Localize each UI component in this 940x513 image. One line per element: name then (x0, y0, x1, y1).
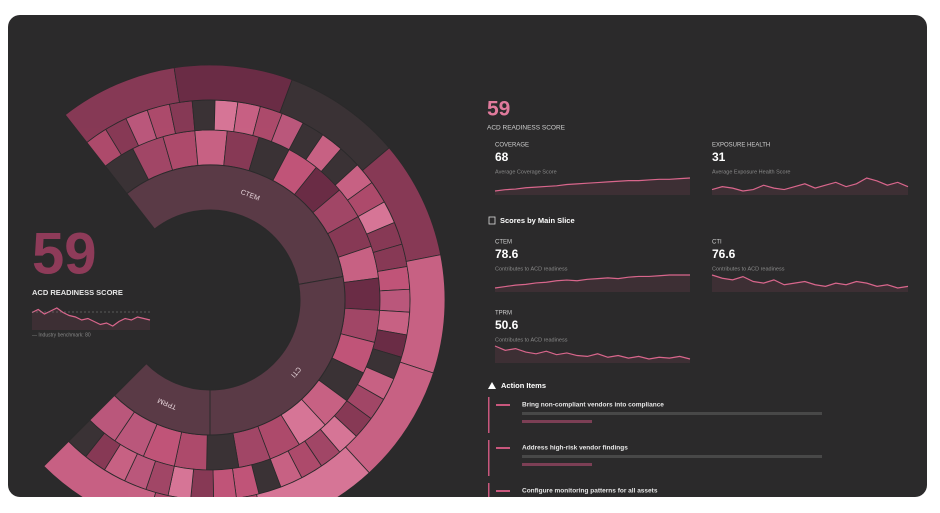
section-heading: Action Items (501, 381, 546, 390)
action-border (488, 483, 490, 497)
card-sparkline (711, 177, 909, 192)
sunburst-segment (43, 440, 157, 497)
card-label: TPRM (495, 311, 512, 317)
sunburst-segment (379, 288, 411, 313)
sunburst-segment (256, 446, 370, 497)
summary-label: ACD READINESS SCORE (487, 125, 566, 132)
action-link (522, 420, 592, 423)
action-dash (496, 404, 510, 406)
action-dash (496, 447, 510, 449)
card-sparkline-area (495, 178, 690, 195)
action-dash (496, 490, 510, 492)
card-value: 78.6 (495, 247, 519, 261)
card-caption: Average Coverage Score (495, 169, 557, 175)
action-desc (522, 455, 822, 458)
content: 59 ACD READINESS SCORE — Industry benchmar… (31, 98, 909, 509)
card-label: COVERAGE (495, 143, 529, 149)
action-title: Configure monitoring patterns for all as… (522, 488, 658, 495)
score-label: ACD READINESS SCORE (32, 288, 123, 297)
action-title: Address high-risk vendor findings (522, 445, 628, 452)
action-link (522, 506, 592, 509)
icon (488, 216, 496, 225)
card-value: 31 (712, 150, 726, 164)
benchmark: — Industry benchmark: 80 (32, 332, 91, 338)
card-label: EXPOSURE HEALTH (712, 143, 770, 149)
card-sparkline (494, 345, 691, 360)
action-desc (522, 498, 822, 501)
left-sparkline-area (32, 308, 150, 330)
summary-score: 59 (487, 98, 510, 121)
left-sparkline (31, 307, 151, 327)
warning-icon (488, 382, 496, 389)
card-caption: Average Exposure Health Score (712, 169, 790, 175)
card-value: 76.6 (712, 247, 736, 261)
card-sparkline (494, 177, 691, 192)
sunburst-segment (194, 129, 228, 167)
card-value: 50.6 (495, 318, 519, 332)
card-label: CTEM (495, 240, 512, 246)
card-value: 68 (495, 150, 509, 164)
card-sparkline (494, 274, 690, 289)
sunburst-segment (191, 99, 216, 132)
sunburst-main-slice (113, 362, 211, 436)
action-title: Bring non-compliant vendors into complia… (522, 402, 664, 409)
card-label: CTI (712, 240, 722, 246)
sunburst-main-slice (126, 164, 344, 285)
action-desc (522, 412, 822, 415)
sunburst-segment (190, 468, 214, 497)
section-heading: Scores by Main Slice (500, 216, 575, 225)
sunburst-segment (343, 277, 381, 311)
card-sparkline-area (495, 346, 690, 363)
card-caption: Contributes to ACD readiness (712, 266, 785, 272)
action-border (488, 397, 490, 433)
card-caption: Contributes to ACD readiness (495, 337, 568, 343)
card-caption: Contributes to ACD readiness (495, 266, 568, 272)
sunburst-segment (206, 432, 240, 471)
card-sparkline (711, 274, 909, 289)
sunburst-main-slice (209, 275, 346, 436)
big-score: 59 (32, 221, 97, 286)
action-border (488, 440, 490, 476)
sunburst-segment (212, 468, 237, 497)
card-sparkline-area (495, 275, 690, 292)
action-link (522, 463, 592, 466)
